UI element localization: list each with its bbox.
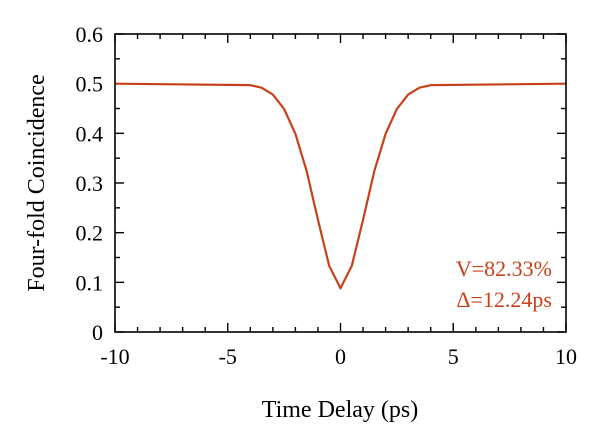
x-tick-label: 5 bbox=[448, 344, 459, 369]
x-axis-title: Time Delay (ps) bbox=[262, 397, 418, 423]
visibility-annotation: V=82.33% bbox=[456, 256, 552, 281]
ticks-layer bbox=[114, 33, 567, 333]
y-tick-label: 0.5 bbox=[76, 72, 104, 97]
y-tick-label: 0.6 bbox=[76, 22, 104, 47]
series-line bbox=[114, 82, 567, 290]
width-annotation: Δ=12.24ps bbox=[456, 287, 552, 312]
y-axis-title: Four-fold Coincidence bbox=[24, 74, 50, 291]
y-tick-label: 0.2 bbox=[76, 221, 104, 246]
tick-labels-layer: -10 -5 0 5 10 0 0.1 0.2 0.3 0.4 0.5 0.6 bbox=[76, 22, 578, 369]
y-tick-label: 0.4 bbox=[76, 121, 104, 146]
plot-frame bbox=[114, 33, 567, 333]
y-tick-label: 0 bbox=[92, 320, 103, 345]
x-tick-label: 10 bbox=[555, 344, 577, 369]
x-tick-label: -5 bbox=[219, 344, 237, 369]
y-tick-label: 0.1 bbox=[76, 270, 104, 295]
x-tick-label: 0 bbox=[335, 344, 346, 369]
y-tick-label: 0.3 bbox=[76, 171, 104, 196]
x-tick-label: -10 bbox=[100, 344, 129, 369]
